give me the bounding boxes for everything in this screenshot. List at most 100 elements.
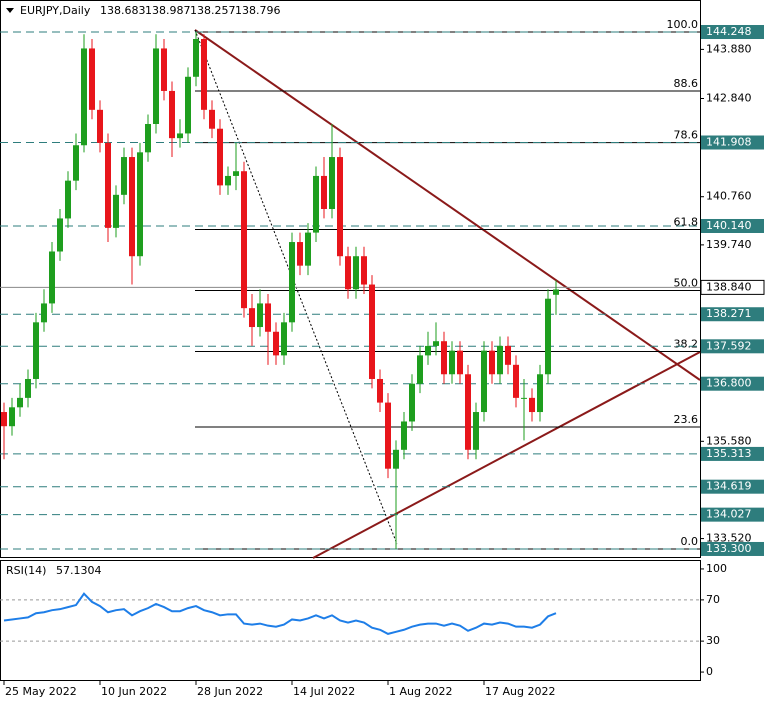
x-tick-label: 28 Jun 2022	[197, 685, 263, 698]
fib-level-label: 0.0	[681, 535, 699, 548]
candle-body	[105, 142, 111, 228]
fib-level-label: 38.2	[674, 337, 699, 350]
trendline	[194, 29, 701, 381]
candle-body	[305, 232, 311, 266]
candle-body	[337, 157, 343, 257]
rsi-panel	[0, 560, 701, 681]
candle-body	[185, 76, 191, 134]
candle-body	[489, 350, 495, 375]
candle-body	[353, 256, 359, 290]
candle-body	[121, 157, 127, 195]
symbol-title: EURJPY,Daily	[20, 4, 91, 17]
candle-body	[401, 421, 407, 450]
candle-body	[113, 194, 119, 228]
level-label: 133.300	[706, 542, 752, 555]
candle-body	[81, 48, 87, 146]
candle-body	[289, 242, 295, 323]
fib-level-label: 100.0	[667, 18, 699, 31]
candle-body	[201, 39, 207, 110]
candle-body	[441, 341, 447, 375]
header: EURJPY,Daily 138.683 138.987 138.257 138…	[20, 4, 281, 17]
x-tick-label: 1 Aug 2022	[389, 685, 452, 698]
y-tick-label: 135.580	[706, 434, 752, 447]
candle-body	[57, 218, 63, 252]
fib-level-label: 23.6	[674, 413, 699, 426]
price-label: 138.840	[706, 280, 752, 293]
menu-icon	[6, 8, 14, 13]
rsi-line	[3, 592, 557, 635]
level-label: 136.800	[706, 377, 752, 390]
candle-body	[153, 48, 159, 124]
candle-body	[385, 402, 391, 469]
candle-body	[1, 412, 7, 427]
level-box	[701, 507, 764, 522]
candle-body	[465, 374, 471, 450]
y-tick-label: 140.760	[706, 190, 752, 203]
level-label: 134.027	[706, 508, 752, 521]
candle-body	[497, 345, 503, 375]
candle-body	[49, 251, 55, 304]
x-tick-label: 14 Jul 2022	[293, 685, 355, 698]
candle-body	[529, 397, 535, 413]
candle-body	[193, 39, 199, 77]
candle-body	[425, 345, 431, 356]
y-tick-label: 143.880	[706, 42, 752, 55]
candle-body	[41, 303, 47, 323]
candle-body	[457, 350, 463, 375]
level-label: 144.248	[706, 25, 752, 38]
candle-body	[177, 133, 183, 139]
level-box	[701, 376, 764, 391]
level-box	[701, 135, 764, 150]
candle-body	[409, 383, 415, 422]
candle-body	[225, 175, 231, 186]
candle-body	[377, 378, 383, 403]
candle-body	[169, 90, 175, 139]
candle-body	[9, 407, 15, 427]
candle-body	[25, 378, 31, 398]
price-box	[700, 279, 765, 295]
candle-body	[33, 322, 39, 379]
candle-body	[209, 109, 215, 129]
candle-body	[281, 322, 287, 356]
candle-body	[537, 374, 543, 413]
candle-body	[249, 308, 255, 328]
level-box	[701, 307, 764, 322]
rsi-value: 57.1304	[56, 564, 102, 577]
level-label: 138.271	[706, 307, 752, 320]
low-value: 138.257	[190, 4, 236, 17]
open-value: 138.683	[100, 4, 146, 17]
candle-body	[313, 175, 319, 233]
candle-body	[17, 397, 23, 408]
candle-body	[129, 157, 135, 257]
trendline	[312, 351, 701, 559]
candle-body	[97, 109, 103, 143]
candle-body	[521, 397, 527, 399]
fib-level-label: 78.6	[674, 129, 699, 142]
candle-body	[161, 48, 167, 91]
level-box	[701, 479, 764, 494]
candle-body	[321, 175, 327, 209]
candle-body	[513, 364, 519, 398]
candle-body	[345, 256, 351, 290]
fib-level-label: 50.0	[674, 276, 699, 289]
candle-body	[329, 157, 335, 209]
y-tick-label: 0	[706, 665, 713, 678]
candle-body	[145, 123, 151, 153]
level-box	[701, 218, 764, 233]
y-tick-label: 139.740	[706, 238, 752, 251]
candle-body	[505, 345, 511, 365]
candle-body	[73, 145, 79, 181]
candle-body	[89, 48, 95, 110]
level-box	[701, 446, 764, 461]
candle-body	[65, 180, 71, 219]
fib-level-label: 61.8	[674, 215, 699, 228]
candle-body	[257, 303, 263, 328]
level-label: 141.908	[706, 136, 752, 149]
candle-body	[273, 331, 279, 356]
close-value: 138.796	[235, 4, 281, 17]
candle-body	[481, 350, 487, 413]
y-tick-label: 30	[706, 634, 720, 647]
fib-level-label: 88.6	[674, 77, 699, 90]
candle-body	[241, 171, 247, 309]
